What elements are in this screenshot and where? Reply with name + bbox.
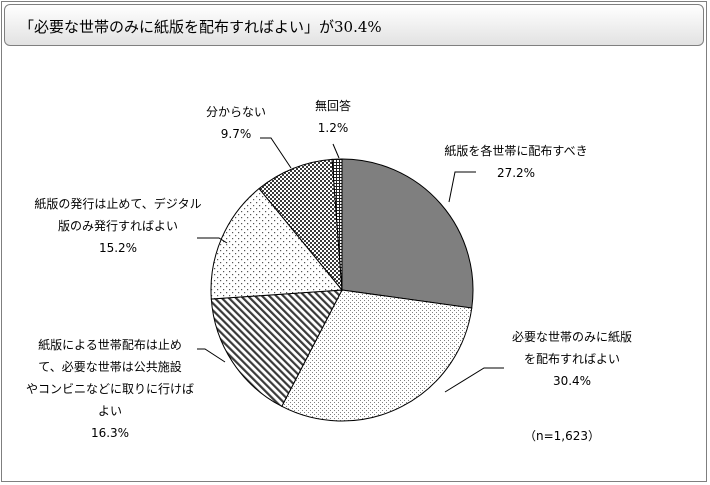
slice-category-label: 紙版による世帯配布は止め (38, 337, 182, 352)
slice-category-label: 版のみ発行すればよい (58, 219, 178, 233)
pie-slice-3 (210, 289, 343, 408)
leader-line-3 (197, 348, 226, 363)
slice-category-label: を配布すればよい (524, 352, 620, 366)
pie-slice-5 (258, 158, 343, 292)
pie-slice-2 (281, 289, 473, 422)
slice-label-4: 紙版の発行は止めて、デジタル版のみ発行すればよい 15.2% (34, 196, 201, 255)
leader-line-4 (197, 237, 228, 244)
slice-value-label: 16.3% (91, 426, 129, 440)
sample-size-note: （n=1,623） (524, 429, 601, 443)
leader-line-2 (444, 367, 504, 393)
slice-value-label: 30.4% (553, 374, 591, 388)
chart-title: 「必要な世帯のみに紙版を配布すればよい」が30.4% (19, 16, 382, 37)
pie-slice-1 (341, 158, 474, 309)
slice-label-1: 紙版を各世帯に配布すべき 27.2% (444, 143, 587, 180)
chart-title-main: 「必要な世帯のみに紙版を配布すればよい」が (19, 18, 335, 36)
chart-title-value: 30.4% (334, 18, 382, 36)
slice-category-label: 必要な世帯のみに紙版 (512, 329, 632, 344)
slice-value-label: 1.2% (318, 121, 349, 135)
leader-line-1 (448, 171, 476, 203)
slice-category-label: よい (98, 404, 122, 418)
pie-slices (210, 158, 474, 422)
slice-value-label: 15.2% (99, 241, 137, 255)
slice-label-6: 無回答 1.2% (315, 98, 351, 135)
leader-lines (197, 137, 504, 393)
slice-category-label: やコンビニなどに取りに行けば (26, 382, 194, 396)
slice-label-3: 紙版による世帯配布は止めて、必要な世帯は公共施設やコンビニなどに取りに行けばよい… (26, 337, 194, 440)
slice-category-label: 分からない (206, 105, 266, 119)
slice-category-label: 紙版の発行は止めて、デジタル (34, 196, 201, 211)
slice-category-label: 無回答 (315, 98, 351, 113)
slice-category-label: て、必要な世帯は公共施設 (38, 359, 181, 374)
slice-label-2: 必要な世帯のみに紙版を配布すればよい 30.4% (512, 329, 632, 388)
title-banner: 「必要な世帯のみに紙版を配布すればよい」が30.4% (4, 4, 704, 46)
pie-slice-6 (331, 158, 343, 291)
slice-value-label: 27.2% (497, 166, 535, 180)
slice-value-label: 9.7% (221, 127, 252, 141)
leader-line-6 (332, 143, 340, 159)
leader-line-5 (260, 137, 292, 169)
slice-category-label: 紙版を各世帯に配布すべき (444, 143, 587, 158)
pie-slice-4 (210, 187, 343, 300)
slice-label-5: 分からない 9.7% (206, 105, 266, 141)
slice-labels: 紙版を各世帯に配布すべき 27.2% 必要な世帯のみに紙版を配布すればよい 30.4%… (26, 98, 632, 440)
